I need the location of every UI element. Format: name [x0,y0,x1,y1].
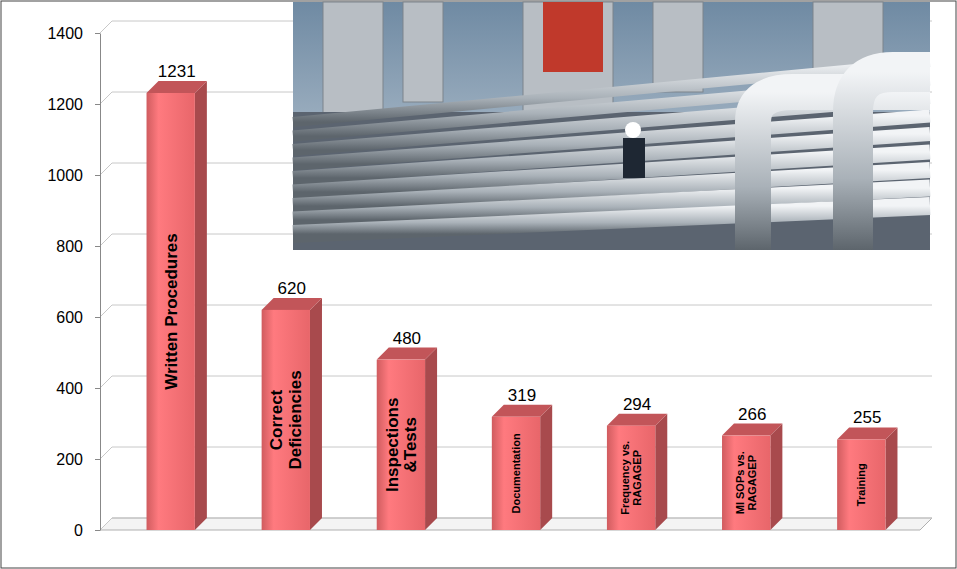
tick-label: 400 [56,380,83,397]
bar-side [195,81,207,530]
tick-mark [95,104,100,105]
tick-mark [95,388,100,389]
photo-worker [623,138,645,178]
photo-pipe [853,72,930,250]
axis-line [100,34,101,531]
bar [492,417,540,530]
tick-mark [95,459,100,460]
data-label: 480 [393,329,421,348]
tick: 0 [74,522,100,539]
tick-label: 200 [56,451,83,468]
bar [722,436,770,530]
tick-label: 1400 [47,25,83,42]
tick-mark [95,246,100,247]
bar [147,93,195,530]
photo-worker [625,122,641,138]
category-label: MI SOPs vs.RAGAGEP [734,451,758,514]
bar-top [377,348,437,360]
tick: 1200 [47,96,100,113]
y-axis: 0 200 400 600 800 1000 1200 1400 [47,25,100,539]
photo-tank [653,2,703,92]
category-label: Frequency vs.RAGAGEP [619,441,643,515]
category-label: Training [855,463,867,506]
tick-mark [95,317,100,318]
tick-label: 800 [56,238,83,255]
tick-label: 0 [74,522,83,539]
grid [100,21,932,530]
tick: 1400 [47,25,100,42]
bar-side [425,348,437,530]
bar-side [770,424,782,530]
bar [377,360,425,530]
chart: 0 200 400 600 800 1000 1200 1400 1231 620 480 319 29… [0,0,957,569]
bar-top [837,427,897,439]
photo-tank [403,2,443,102]
labels: 1231 620 480 319 294 266 255 Written Procedures… [158,62,882,515]
bar-top [722,424,782,436]
category-label: Written Procedures [162,233,181,390]
bar [837,439,885,530]
tick-mark [95,33,100,34]
photo-tank [543,2,603,72]
data-label: 266 [738,405,766,424]
tick-mark [95,530,100,531]
bar-top [147,81,207,93]
bar-side [540,405,552,530]
data-label: 294 [623,395,651,414]
data-label: 1231 [158,62,196,81]
bar-side [655,414,667,530]
bar-top [607,414,667,426]
bar [262,310,310,530]
grid-line [100,305,932,317]
tick-mark [95,175,100,176]
tick: 200 [56,451,100,468]
tick: 1000 [47,167,100,184]
tick: 800 [56,238,100,255]
bar-side [310,298,322,530]
category-label: Inspections&Tests [383,398,421,492]
data-label: 620 [278,279,306,298]
tick: 400 [56,380,100,397]
data-label: 319 [508,386,536,405]
category-label: Documentation [510,433,522,513]
bar-top [262,298,322,310]
photo-sky [293,2,930,250]
tick-label: 600 [56,309,83,326]
photo-tank [323,2,383,122]
frame [1,1,956,568]
bar-side [885,427,897,530]
data-label: 255 [853,408,881,427]
tick-label: 1000 [47,167,83,184]
bar [607,426,655,530]
tick: 600 [56,309,100,326]
category-label: CorrectDeficiencies [267,370,305,469]
bars [147,81,898,530]
bar-top [492,405,552,417]
photo [293,2,930,250]
tick-label: 1200 [47,96,83,113]
